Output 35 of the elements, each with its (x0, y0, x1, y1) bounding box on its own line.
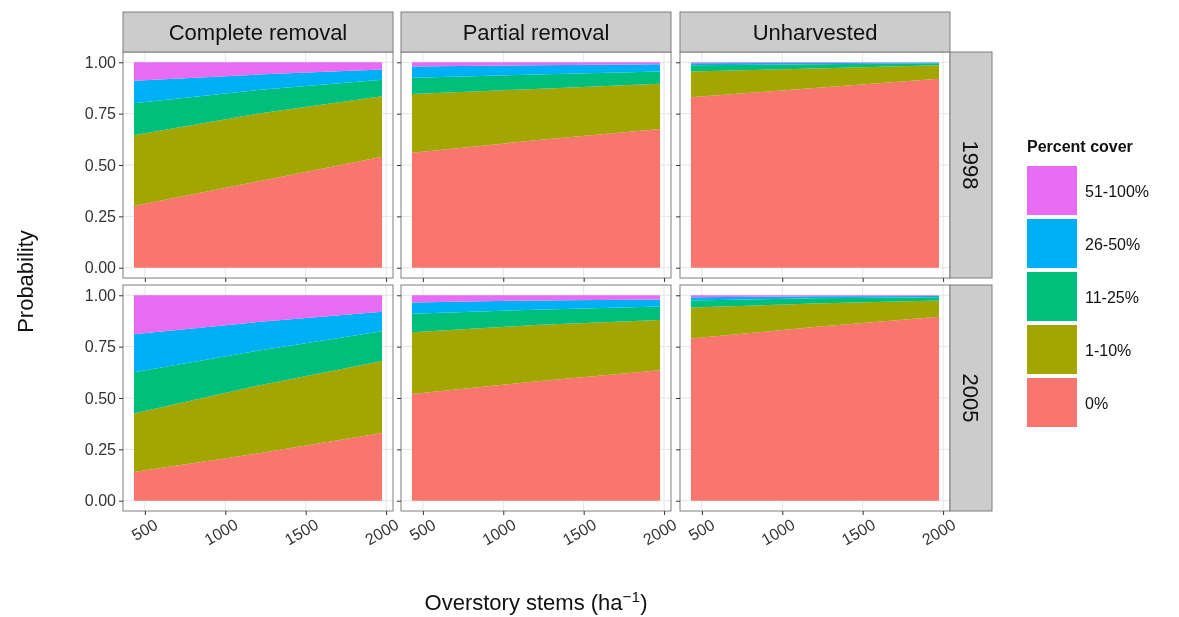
y-tick-label: 0.00 (84, 259, 117, 277)
x-tick-label: 1500 (281, 515, 322, 549)
text: 26-50% (1085, 235, 1141, 253)
chart-title: Unharvested (752, 20, 878, 45)
text: 51-100% (1085, 182, 1150, 200)
x-tick-label: 2000 (919, 515, 959, 549)
y-tick-label: 1.00 (84, 53, 117, 71)
x-axis-title: Overstory stems (ha$^{−1}$) (424, 587, 648, 615)
y2-axis-title: 1998 (958, 140, 983, 190)
x-tick-label: 500 (128, 515, 161, 544)
x-tick-label: 1000 (479, 515, 519, 549)
text: 0% (1085, 394, 1109, 412)
y-tick-label: 0.00 (84, 492, 117, 510)
y-tick-label: 0.75 (84, 105, 117, 123)
x-tick-label: 500 (406, 515, 439, 544)
chart-title: Partial removal (462, 20, 610, 45)
legend-title: Percent cover (1027, 138, 1133, 155)
y-tick-label: 0.25 (84, 207, 117, 225)
x-tick-label: 1500 (559, 515, 600, 549)
x-tick-label: 1000 (758, 515, 798, 549)
text: 11-25% (1085, 288, 1139, 306)
x-tick-label: 1500 (838, 515, 879, 549)
y-tick-label: 0.50 (84, 389, 117, 407)
x-tick-label: 2000 (640, 515, 680, 549)
y2-axis-title: 2005 (958, 373, 983, 423)
x-tick-label: 500 (685, 515, 718, 544)
y-tick-label: 0.75 (84, 338, 117, 356)
y-tick-label: 1.00 (84, 286, 117, 304)
text: 1-10% (1085, 341, 1132, 359)
y-tick-label: 0.25 (84, 440, 117, 458)
chart-title: Complete removal (168, 20, 348, 45)
y-tick-label: 0.50 (84, 156, 117, 174)
x-tick-label: 1000 (201, 515, 241, 549)
y-axis-title: Probability (13, 230, 38, 333)
x-tick-label: 2000 (362, 515, 402, 549)
